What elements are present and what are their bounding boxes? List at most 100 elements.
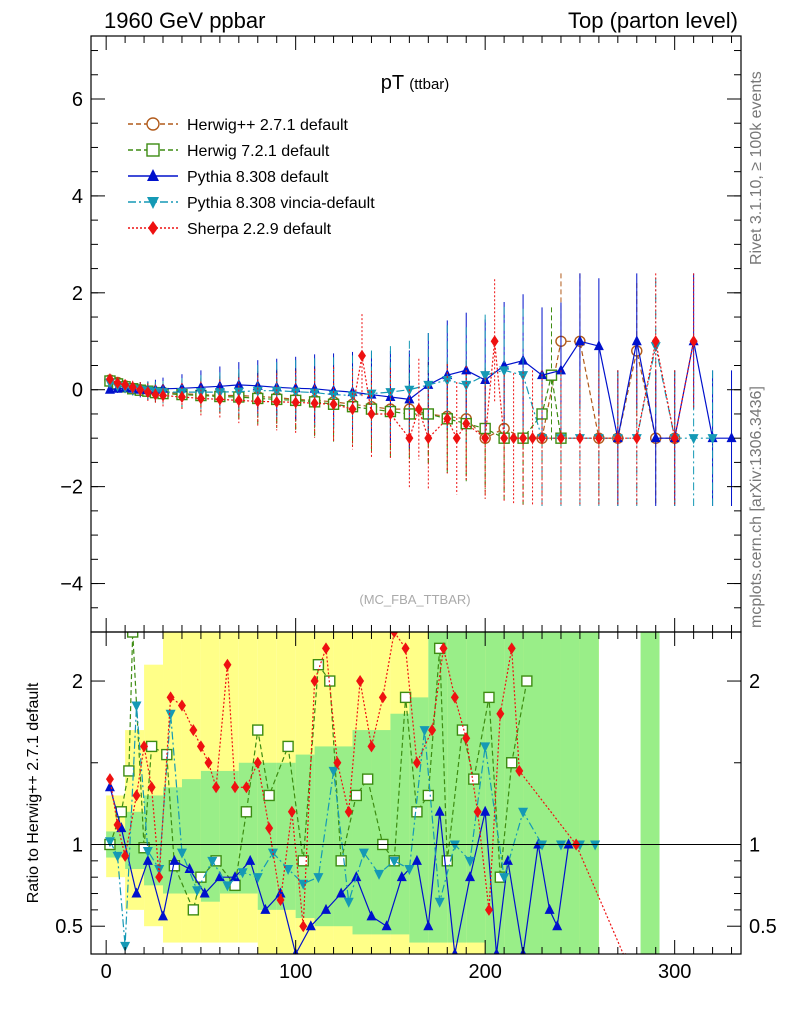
main-series-point-3 <box>480 371 491 382</box>
main-series-point-4 <box>113 376 122 389</box>
ratio-series-point-2 <box>252 873 263 884</box>
ratio-series-point-2 <box>298 879 309 890</box>
ratio-series-point-3 <box>204 756 213 769</box>
main-series-point-2 <box>650 432 661 443</box>
main-series-point-4 <box>121 378 130 391</box>
ratio-series-point-2 <box>374 869 385 880</box>
main-series-point-4 <box>452 432 461 445</box>
main-series-point-4 <box>632 432 641 445</box>
main-series-point-4 <box>509 432 518 445</box>
ratio-series-point-3 <box>496 707 505 720</box>
main-series-point-4 <box>500 432 509 445</box>
main-series-point-4 <box>177 390 186 403</box>
ratio-series-point-1 <box>336 887 347 898</box>
main-series-point-4 <box>575 432 584 445</box>
ratio-series-point-1 <box>544 903 555 914</box>
ratio-series-point-0 <box>441 855 453 867</box>
ratio-series-point-2 <box>434 897 445 908</box>
main-series-point-4 <box>151 388 160 401</box>
ratio-frame <box>90 631 742 955</box>
ratio-series-point-3 <box>450 691 459 704</box>
main-series-point-2 <box>104 383 115 394</box>
ratio-series-point-0 <box>361 773 374 785</box>
ratio-series-point-0 <box>282 740 294 753</box>
ratio-series-point-2 <box>518 807 529 818</box>
ratio-ytick-label: 2 <box>72 671 83 693</box>
ratio-ytick-label-right: 0.5 <box>749 916 777 938</box>
main-series-point-4 <box>405 432 414 445</box>
ratio-band-bin <box>276 762 296 910</box>
legend-marker-2 <box>147 169 159 181</box>
ratio-series-point-0 <box>399 691 412 704</box>
ratio-band-bin <box>640 632 660 954</box>
main-series-point-4 <box>348 403 357 416</box>
ratio-series-point-1 <box>184 863 195 874</box>
main-series-point-4 <box>613 432 622 445</box>
ratio-series-point-2 <box>343 897 354 908</box>
main-series-point-3 <box>423 380 434 391</box>
ratio-series-point-3 <box>196 740 205 753</box>
header-left-label: 1960 GeV ppbar <box>104 8 266 33</box>
ratio-series-point-0 <box>312 658 325 671</box>
ratio-series-point-3 <box>287 805 296 818</box>
ratio-series-point-2 <box>104 837 115 848</box>
ratio-series-line-1 <box>109 787 570 954</box>
main-series-point-2 <box>461 364 472 375</box>
ratio-series-point-1 <box>465 871 476 882</box>
ratio-series-point-3 <box>299 920 308 933</box>
legend-marker-0 <box>146 117 160 131</box>
main-series-point-4 <box>234 394 243 407</box>
ratio-series-point-3 <box>401 642 410 655</box>
ratio-series-point-3 <box>276 894 285 907</box>
ratio-series-point-3 <box>177 699 186 712</box>
main-series-point-3 <box>688 434 699 445</box>
main-ytick-label: −4 <box>60 574 83 596</box>
main-series-point-4 <box>670 432 679 445</box>
ratio-series-point-2 <box>358 848 369 859</box>
ratio-band-bin <box>466 632 486 943</box>
ratio-series-point-1 <box>366 910 377 921</box>
ratio-series-point-3 <box>390 632 399 638</box>
main-series-point-2 <box>555 364 566 375</box>
xtick-label: 100 <box>279 961 312 983</box>
ratio-series-point-3 <box>242 781 251 794</box>
main-series-point-2 <box>574 335 585 346</box>
ratio-series-point-2 <box>590 840 601 851</box>
legend-marker-3 <box>147 197 159 209</box>
ratio-series-point-0 <box>521 675 533 687</box>
main-series-point-4 <box>528 432 537 445</box>
main-series-point-4 <box>357 349 366 362</box>
ratio-series-point-0 <box>483 691 495 704</box>
main-series-line-4 <box>109 341 695 440</box>
ratio-series-point-3 <box>105 773 114 786</box>
ratio-series-point-3 <box>367 740 376 753</box>
ratio-series-point-1 <box>480 805 491 816</box>
ratio-band-bin <box>333 746 353 927</box>
main-series-point-4 <box>462 417 471 430</box>
ratio-series-point-1 <box>158 910 169 921</box>
ratio-series-point-2 <box>237 868 248 879</box>
main-series-point-4 <box>443 412 452 425</box>
ratio-series-point-3 <box>507 642 516 655</box>
ratio-band-bin <box>579 632 599 954</box>
ratio-series-point-3 <box>113 818 122 831</box>
main-series-point-4 <box>490 335 499 348</box>
ratio-series-point-1 <box>131 887 142 898</box>
ratio-series-point-3 <box>321 642 330 655</box>
ratio-series-point-1 <box>381 920 392 931</box>
ratio-series-point-3 <box>121 849 130 862</box>
ratio-series-point-2 <box>465 856 476 867</box>
main-series-point-4 <box>594 432 603 445</box>
ratio-series-point-2 <box>328 766 339 777</box>
ratio-series-point-3 <box>333 756 342 769</box>
ratio-series-point-1 <box>169 854 180 865</box>
ratio-series-point-3 <box>147 781 156 794</box>
ratio-ytick-label-right: 2 <box>749 671 760 693</box>
ratio-series-point-1 <box>451 948 458 954</box>
main-series-point-4 <box>689 335 698 348</box>
ratio-series-point-0 <box>195 871 207 883</box>
ratio-series-point-3 <box>132 789 141 802</box>
ratio-series-point-2 <box>192 886 203 897</box>
ratio-series-point-2 <box>555 840 566 851</box>
